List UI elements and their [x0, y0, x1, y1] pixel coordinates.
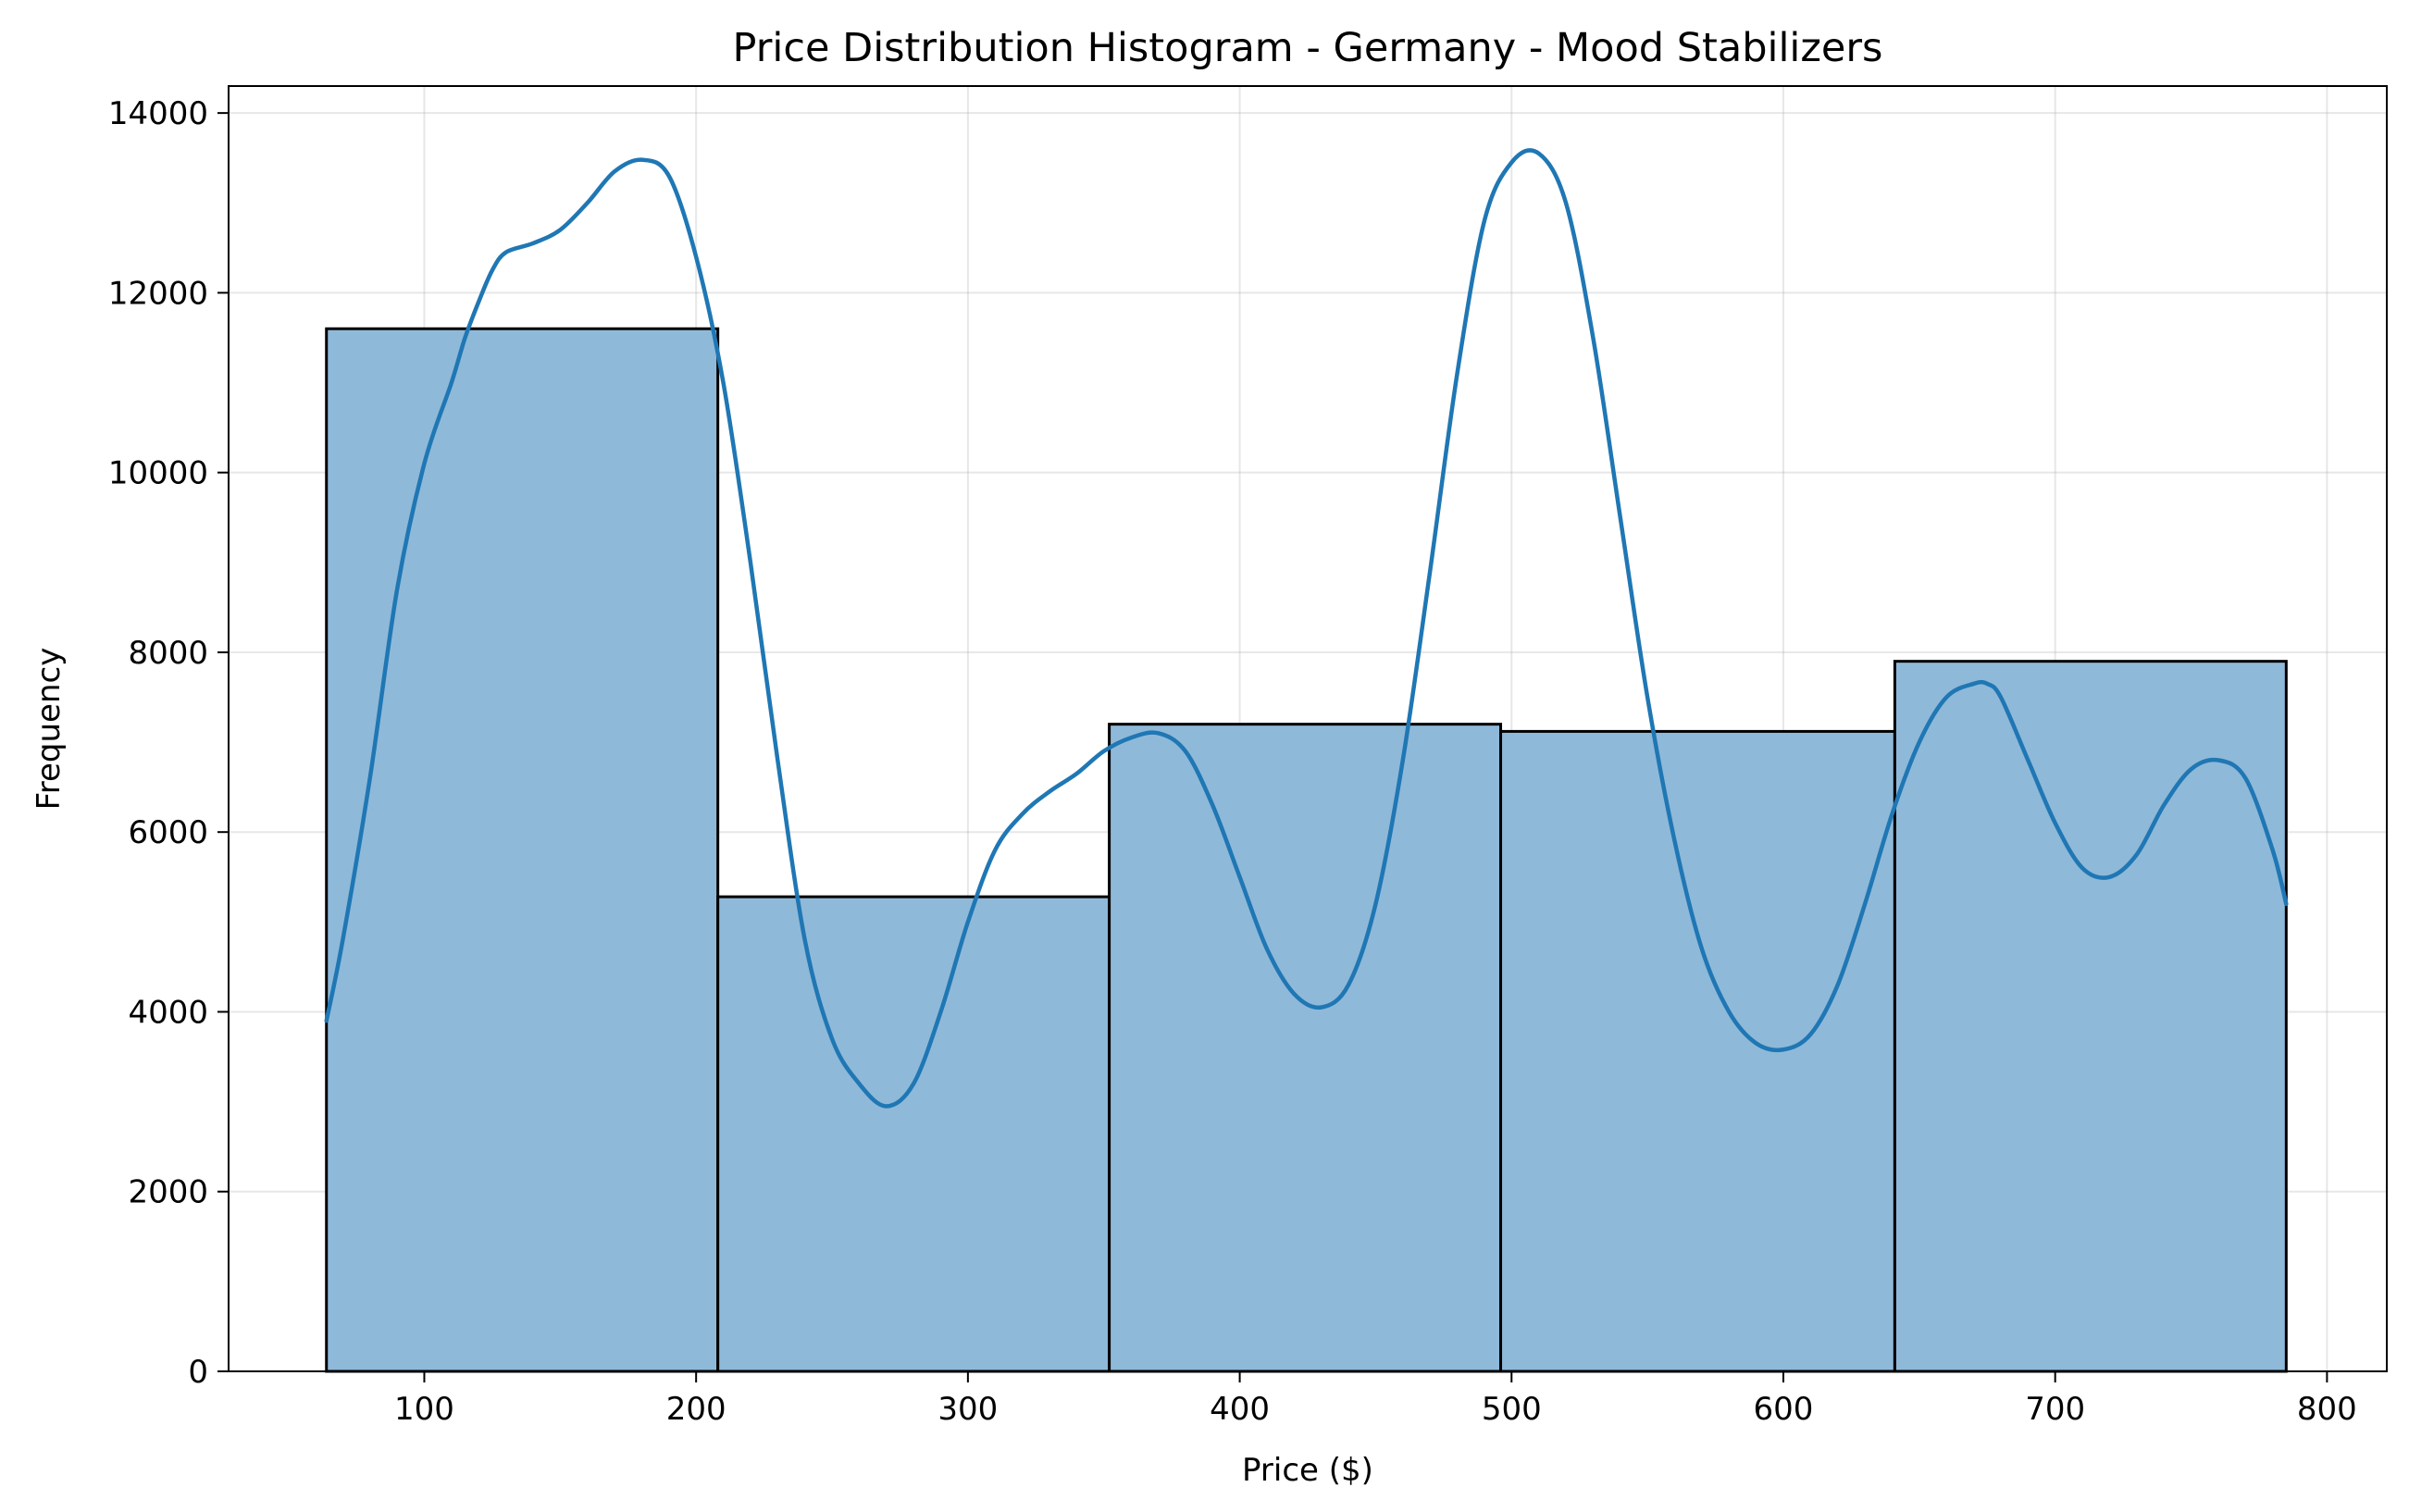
x-tick-label: 200: [666, 1391, 726, 1428]
kde-density-curve: [324, 148, 2289, 1109]
y-axis-label: Frequency: [31, 648, 68, 811]
histogram-bar: [1108, 723, 1503, 1373]
x-tick-label: 400: [1210, 1391, 1270, 1428]
y-tick-label: 0: [188, 1354, 208, 1391]
x-tick-label: 100: [394, 1391, 454, 1428]
y-tick-label: 8000: [128, 635, 208, 672]
y-axis-ticks: 0 2000 4000 6000 8000 10000 12000 14000: [108, 95, 229, 1391]
x-axis-label: Price ($): [1242, 1452, 1373, 1489]
histogram-bar: [1499, 729, 1896, 1373]
chart-title: Price Distribution Histogram - Germany -…: [733, 25, 1883, 71]
y-tick-label: 2000: [128, 1174, 208, 1211]
histogram-bar: [325, 327, 720, 1373]
x-tick-label: 500: [1482, 1391, 1542, 1428]
x-tick-label: 800: [2297, 1391, 2357, 1428]
x-tick-label: 700: [2025, 1391, 2085, 1428]
kde-curve-layer: [324, 148, 2289, 1109]
y-tick-label: 12000: [108, 275, 208, 312]
axes-frame: [228, 85, 2388, 1372]
y-tick-label: 14000: [108, 95, 208, 132]
y-tick-label: 10000: [108, 455, 208, 492]
y-tick-label: 4000: [128, 994, 208, 1031]
x-axis-ticks: 100 200 300 400 500 600 700 800: [394, 1371, 2357, 1428]
histogram-bars: [325, 327, 2288, 1373]
histogram-bar: [1893, 660, 2288, 1373]
x-tick-label: 300: [938, 1391, 998, 1428]
x-tick-label: 600: [1754, 1391, 1814, 1428]
y-tick-label: 6000: [128, 814, 208, 851]
histogram-bar: [716, 895, 1111, 1373]
